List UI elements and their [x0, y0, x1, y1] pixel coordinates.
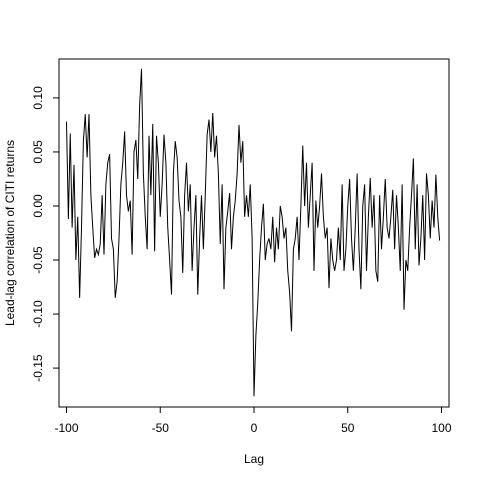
- x-tick-label: 100: [431, 421, 451, 435]
- y-axis-label: Lead-lag correlation of CITI returns: [3, 140, 17, 326]
- x-tick-label: 0: [251, 421, 258, 435]
- y-tick-label: -0.10: [31, 300, 45, 328]
- x-axis: -100 -50 0 50 100: [54, 406, 452, 435]
- x-tick-label: 50: [341, 421, 355, 435]
- y-tick-label: 0.00: [31, 194, 45, 218]
- x-tick-label: -50: [152, 421, 170, 435]
- y-axis: -0.15 -0.10 -0.05 0.00 0.05 0.10: [31, 86, 60, 382]
- y-tick-label: -0.05: [31, 246, 45, 274]
- y-tick-label: 0.05: [31, 140, 45, 164]
- x-axis-label: Lag: [244, 452, 264, 466]
- y-tick-label: -0.15: [31, 354, 45, 382]
- x-tick-label: -100: [54, 421, 78, 435]
- series-line-lead-lag: [66, 68, 441, 397]
- y-tick-label: 0.10: [31, 86, 45, 110]
